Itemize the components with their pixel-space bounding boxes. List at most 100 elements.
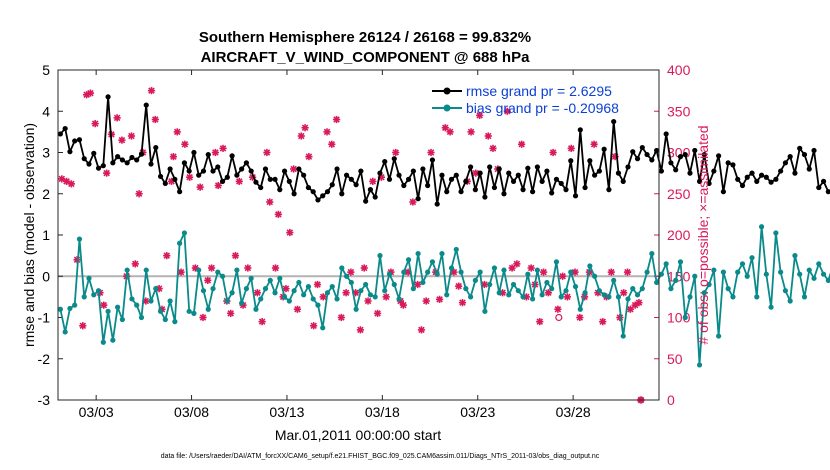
rmse-point: [572, 193, 579, 199]
rmse-point: [81, 156, 87, 162]
bias-point: [105, 308, 111, 314]
bias-point: [372, 294, 378, 300]
rmse-point: [553, 176, 560, 182]
right-tick-label: 350: [667, 103, 691, 119]
obs-used-stroke: [455, 282, 462, 290]
obs-used-stroke: [540, 268, 547, 276]
rmse-point: [592, 172, 598, 178]
obs-used-point: [513, 260, 521, 268]
obs-used-stroke: [545, 289, 552, 297]
rmse-point: [515, 172, 521, 178]
rmse-point: [134, 157, 140, 163]
rmse-point: [334, 166, 340, 172]
obs-used-stroke: [275, 211, 282, 218]
bias-point: [444, 292, 450, 298]
obs-used-stroke: [364, 297, 372, 305]
obs-used-stroke: [181, 140, 189, 148]
right-axis-label: # of obs: o=possible; ×=assimilated: [695, 125, 711, 344]
obs-used-point: [204, 276, 212, 284]
obs-used-stroke: [484, 132, 492, 140]
bias-point: [315, 302, 321, 308]
obs-used-point: [563, 293, 572, 301]
obs-used-point: [199, 313, 207, 322]
bias-point: [138, 314, 145, 321]
bias-point: [277, 275, 283, 281]
obs-used-point: [186, 173, 194, 181]
bias-point: [506, 292, 512, 298]
obs-used-stroke: [360, 264, 368, 272]
rmse-point: [534, 164, 540, 170]
obs-used-point: [422, 297, 430, 305]
obs-used-stroke: [392, 149, 399, 156]
obs-used-point: [599, 318, 607, 326]
rmse-point: [372, 194, 378, 200]
obs-used-point: [127, 132, 136, 140]
obs-used-point: [219, 144, 227, 152]
obs-used-stroke: [446, 128, 454, 136]
rmse-point: [754, 178, 760, 184]
bias-point: [291, 288, 297, 294]
obs-used-stroke: [152, 116, 159, 123]
rmse-point: [520, 187, 526, 193]
rmse-point: [506, 170, 512, 176]
rmse-point: [324, 189, 331, 195]
rmse-point: [329, 182, 335, 188]
rmse-point: [816, 184, 822, 191]
rmse-point: [696, 178, 703, 184]
bias-point: [148, 298, 154, 304]
rmse-point: [658, 168, 664, 174]
obs-used-stroke: [564, 293, 571, 301]
obs-used-point: [100, 301, 108, 309]
rmse-point: [239, 166, 245, 172]
obs-used-point: [427, 148, 435, 157]
bias-point: [358, 288, 364, 294]
obs-used-stroke: [518, 140, 525, 148]
rmse-point: [701, 151, 707, 158]
rmse-point: [415, 196, 421, 202]
bias-point: [401, 269, 407, 275]
rmse-point: [458, 189, 464, 195]
obs-used-point: [305, 153, 313, 161]
left-axis-ticks: -3 -2 -1 0 1 2 3 4 5: [38, 62, 63, 408]
rmse-point: [301, 172, 307, 178]
rmse-point: [320, 193, 326, 199]
obs-used-stroke: [118, 136, 126, 144]
obs-used-point: [544, 289, 552, 297]
rmse-point: [91, 150, 97, 156]
obs-used-point: [181, 140, 189, 148]
obs-used-stroke: [258, 318, 266, 325]
bias-point: [534, 267, 540, 273]
left-tick-label: 1: [42, 227, 50, 243]
rmse-point: [549, 190, 555, 196]
obs-used-point: [263, 148, 271, 157]
obs-used-stroke: [338, 314, 345, 321]
bias-point: [262, 286, 269, 292]
bias-point: [348, 279, 354, 286]
bias-point: [644, 269, 650, 275]
obs-used-point: [607, 268, 615, 276]
bias-point: [582, 290, 588, 296]
bias-point: [467, 294, 474, 300]
right-tick-label: 400: [667, 62, 691, 78]
obs-used-stroke: [559, 272, 566, 280]
right-tick-label: 50: [667, 351, 683, 367]
obs-used-stroke: [272, 264, 279, 272]
bias-point: [310, 296, 316, 302]
rmse-point: [682, 151, 688, 158]
bias-point: [253, 306, 259, 312]
bias-point: [320, 325, 326, 331]
obs-used-stroke: [427, 149, 435, 156]
rmse-point: [191, 149, 197, 156]
obs-used-stroke: [328, 140, 336, 148]
obs-used-stroke: [100, 301, 108, 309]
bias-point: [353, 306, 359, 312]
rmse-point: [224, 174, 230, 180]
rmse-point: [296, 166, 302, 172]
obs-used-stroke: [414, 281, 421, 288]
bias-point: [496, 290, 502, 296]
rmse-point: [529, 189, 536, 195]
left-tick-label: 3: [42, 145, 50, 161]
obs-used-stroke: [79, 322, 87, 330]
rmse-point: [272, 176, 278, 182]
